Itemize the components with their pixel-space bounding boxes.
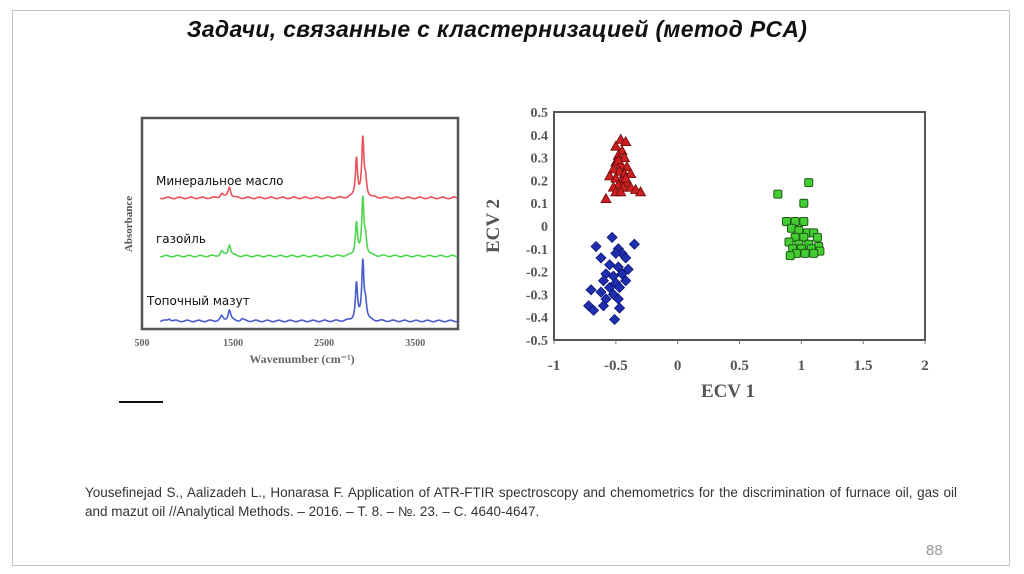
diamond-point xyxy=(590,240,602,253)
square-point xyxy=(781,216,791,226)
y-tick-label: -0.3 xyxy=(526,288,548,303)
diamond-point xyxy=(620,252,632,264)
x-tick-label: -1 xyxy=(548,358,561,374)
series-label: Топочный мазут xyxy=(146,294,250,308)
y-tick-label: -0.2 xyxy=(526,266,548,281)
slide-title: Задачи, связанные с кластернизацией (мет… xyxy=(186,16,808,42)
diamond-point xyxy=(595,286,607,298)
diamond-point xyxy=(609,313,621,326)
triangle-point xyxy=(607,163,620,174)
page-number: 88 xyxy=(926,542,943,559)
diamond-point xyxy=(585,284,597,296)
y-axis-label: Absorbance xyxy=(123,196,135,252)
diamond-point xyxy=(595,252,607,264)
y-tick-label: 0.5 xyxy=(531,106,549,121)
y-tick-label: -0.1 xyxy=(526,243,548,258)
square-point xyxy=(800,248,810,258)
square-point xyxy=(799,216,809,226)
x-tick-label: 1 xyxy=(798,358,806,374)
triangle-point xyxy=(612,154,624,165)
triangle-point xyxy=(610,140,622,151)
diamond-point xyxy=(604,259,616,271)
triangle-point xyxy=(624,167,637,178)
x-tick-label: 2500 xyxy=(314,338,334,349)
square-point xyxy=(786,223,796,233)
series-label: газойль xyxy=(156,232,206,246)
square-point xyxy=(785,251,795,261)
plot-frame xyxy=(140,116,460,331)
diamond-point xyxy=(610,247,622,259)
x-tick-label: 2 xyxy=(921,358,929,374)
square-point xyxy=(804,178,814,188)
diamond-point xyxy=(628,238,640,250)
y-axis-label: ECV 2 xyxy=(483,199,504,253)
spectrum-line-0 xyxy=(159,135,458,200)
x-tick-label: 1.5 xyxy=(854,358,873,374)
diamond-point xyxy=(597,275,610,287)
triangle-point xyxy=(620,172,632,183)
square-point xyxy=(799,232,809,242)
square-point xyxy=(799,198,809,208)
x-tick-label: 500 xyxy=(135,338,150,349)
citation: Yousefinejad S., Aalizadeh L., Honarasa … xyxy=(85,485,957,519)
x-axis-label: Wavenumber (cm⁻¹) xyxy=(249,352,354,366)
triangle-point xyxy=(618,151,631,163)
diamond-point xyxy=(613,281,626,294)
square-point xyxy=(809,248,819,258)
x-axis-label: ECV 1 xyxy=(701,381,755,402)
triangle-point xyxy=(603,170,616,181)
x-tick-label: -0.5 xyxy=(604,358,628,374)
x-tick-label: 0 xyxy=(674,358,682,374)
spectrum-line-2 xyxy=(160,258,458,323)
diamond-point xyxy=(597,300,610,312)
x-tick-label: 1500 xyxy=(223,338,243,349)
diamond-point xyxy=(622,263,634,275)
square-point xyxy=(773,189,783,199)
y-tick-label: 0.4 xyxy=(531,129,549,144)
triangle-point xyxy=(620,135,632,147)
triangle-point xyxy=(615,185,627,197)
series-label: Минеральное масло xyxy=(156,174,284,188)
square-point xyxy=(812,232,822,242)
diamond-point xyxy=(606,231,618,243)
y-tick-label: 0 xyxy=(541,220,548,235)
diamond-point xyxy=(620,275,632,287)
x-tick-label: 3500 xyxy=(405,338,425,349)
y-tick-label: -0.4 xyxy=(526,311,548,326)
x-tick-label: 0.5 xyxy=(730,358,749,374)
spectrum-line-1 xyxy=(160,195,458,258)
y-tick-label: 0.3 xyxy=(531,152,549,167)
triangle-point xyxy=(600,192,612,204)
triangle-point xyxy=(634,185,647,197)
y-tick-label: 0.1 xyxy=(531,197,549,212)
slide-frame xyxy=(12,10,1010,566)
plot-frame xyxy=(553,111,926,341)
y-tick-label: 0.2 xyxy=(531,174,549,189)
diamond-point xyxy=(588,304,600,316)
y-tick-label: -0.5 xyxy=(526,334,548,349)
diamond-point xyxy=(613,302,626,314)
